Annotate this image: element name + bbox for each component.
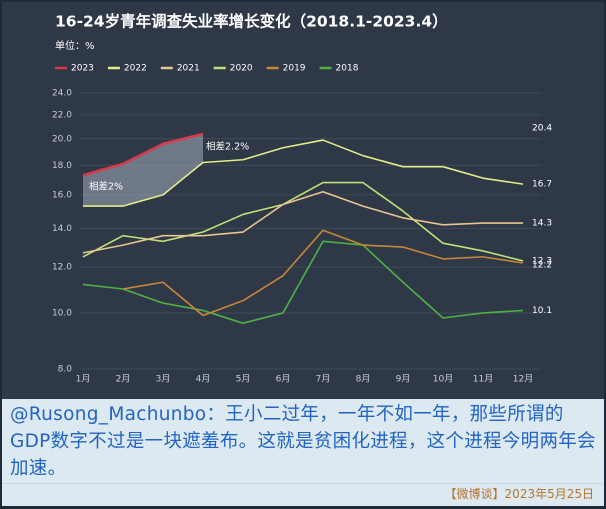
x-tick-label: 8月 [356,374,371,385]
y-tick-label: 12.0 [52,263,72,273]
x-tick-label: 9月 [396,374,411,385]
footer: 【微博谈】2023年5月25日 [2,483,604,506]
legend-label: 2018 [336,64,359,74]
end-label: 20.4 [532,123,552,133]
end-label: 16.7 [532,180,552,190]
x-tick-label: 3月 [156,374,171,385]
series-line [82,181,524,262]
annotation: 相差2% [89,181,123,193]
series-line [82,190,523,254]
x-tick-label: 12月 [513,374,533,385]
end-label: 12.2 [532,260,552,270]
y-tick-label: 10.0 [52,308,72,318]
series-line [82,132,204,177]
chart-title: 16-24岁青年调查失业率增长变化（2018.1-2023.4） [55,12,448,31]
legend-label: 2020 [230,64,253,74]
x-tick-label: 2月 [116,374,131,385]
y-tick-label: 8.0 [58,365,73,375]
y-tick-label: 22.0 [52,110,72,120]
y-tick-label: 14.0 [52,224,72,234]
end-label: 12.3 [532,256,552,266]
legend-label: 2019 [283,64,306,74]
chart: 16-24岁青年调查失业率增长变化（2018.1-2023.4） 单位：% 20… [52,12,552,385]
y-tick-label: 20.0 [52,134,72,144]
end-label: 10.1 [532,306,552,316]
series-line [83,139,524,207]
y-tick-label: 16.0 [52,190,72,200]
annotation: 相差2.2% [206,141,249,153]
x-tick-label: 11月 [473,374,493,385]
legend-label: 2023 [71,64,94,74]
x-tick-label: 1月 [76,374,91,385]
series-line [122,229,524,317]
unit-label: 单位：% [55,39,95,52]
x-tick-label: 6月 [276,374,291,385]
gap-area [83,133,203,207]
y-tick-label: 24.0 [52,89,72,99]
x-tick-label: 10月 [433,374,453,385]
y-tick-label: 18.0 [52,161,72,171]
x-tick-label: 7月 [316,374,331,385]
caption: @Rusong_Machunbo：王小二过年，一年不如一年，那些所谓的GDP数字… [2,399,604,483]
end-label: 14.3 [532,219,552,229]
legend-label: 2021 [177,64,200,74]
x-tick-label: 5月 [236,374,251,385]
legend-label: 2022 [124,64,147,74]
x-tick-label: 4月 [196,374,211,385]
series-line [82,240,524,324]
